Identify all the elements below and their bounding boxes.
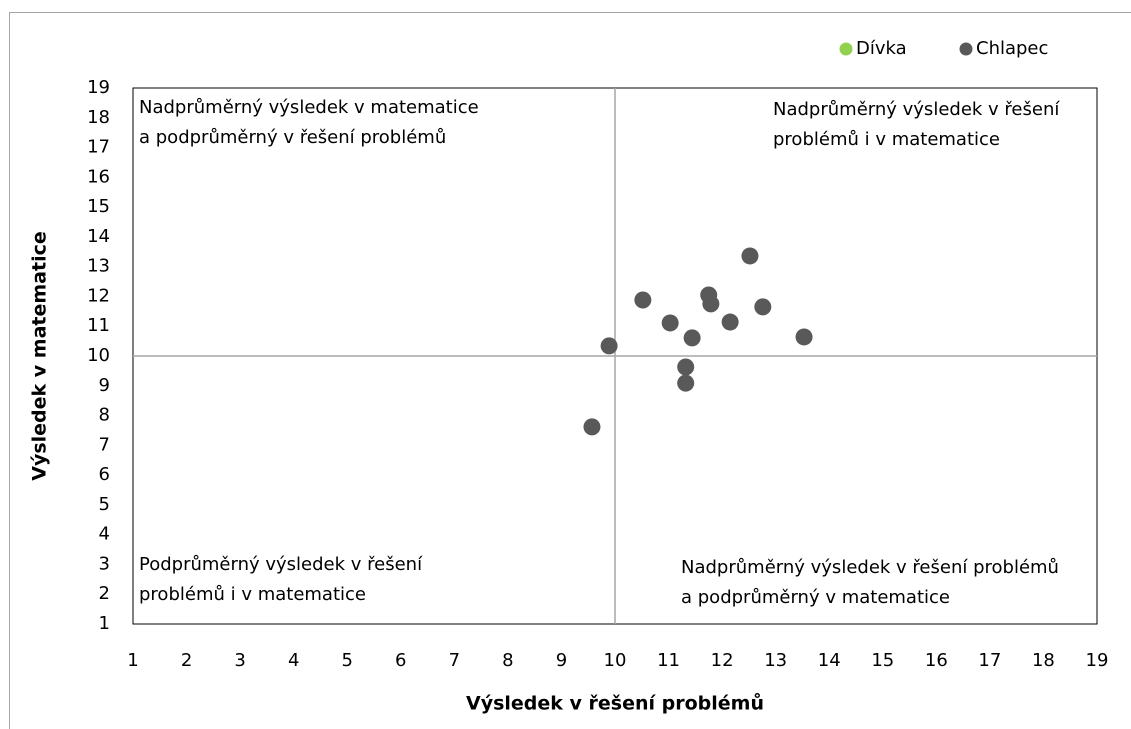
y-tick-label: 8	[99, 405, 110, 426]
y-tick-label: 7	[99, 434, 110, 455]
x-tick-label: 11	[657, 650, 680, 671]
x-tick-label: 10	[604, 650, 627, 671]
x-tick-label: 19	[1086, 650, 1109, 671]
x-tick-label: 8	[502, 650, 513, 671]
x-tick-label: 3	[234, 650, 245, 671]
y-tick-label: 16	[87, 166, 110, 187]
y-tick-label: 6	[99, 464, 110, 485]
x-tick-label: 17	[978, 650, 1001, 671]
y-tick-label: 14	[87, 226, 110, 247]
y-tick-label: 9	[99, 375, 110, 396]
y-tick-label: 5	[99, 494, 110, 515]
y-axis-title: Výsledek v matematice	[29, 231, 51, 481]
x-tick-label: 6	[395, 650, 406, 671]
quadrant-annotation: a podprůměrný v řešení problémů	[139, 127, 446, 148]
legend-label: Chlapec	[976, 38, 1048, 59]
quadrant-annotation: Nadprůměrný výsledek v řešení	[773, 99, 1060, 120]
legend-marker	[959, 42, 973, 56]
data-point	[702, 295, 720, 313]
quadrant-annotation: problémů i v matematice	[773, 129, 1000, 150]
x-tick-label: 9	[556, 650, 567, 671]
x-tick-label: 5	[341, 650, 352, 671]
quadrant-annotation: Podprůměrný výsledek v řešení	[139, 554, 423, 575]
x-tick-label: 16	[925, 650, 948, 671]
y-tick-label: 12	[87, 285, 110, 306]
data-point	[600, 337, 618, 355]
data-point	[754, 298, 772, 316]
y-tick-label: 2	[99, 583, 110, 604]
data-point	[683, 329, 701, 347]
data-point	[661, 314, 679, 332]
y-tick-label: 13	[87, 256, 110, 277]
data-point	[677, 374, 695, 392]
data-point	[583, 418, 601, 436]
x-tick-label: 2	[181, 650, 192, 671]
x-tick-label: 7	[449, 650, 460, 671]
data-point	[634, 291, 652, 309]
x-tick-label: 18	[1032, 650, 1055, 671]
legend-label: Dívka	[856, 38, 907, 59]
legend-marker	[839, 42, 853, 56]
quadrant-annotation: Nadprůměrný výsledek v matematice	[139, 97, 479, 118]
quadrant-annotation: problémů i v matematice	[139, 584, 366, 605]
x-tick-label: 1	[127, 650, 138, 671]
y-tick-label: 17	[87, 137, 110, 158]
x-tick-label: 13	[764, 650, 787, 671]
data-point	[741, 247, 759, 265]
data-point	[721, 313, 739, 331]
y-tick-label: 11	[87, 315, 110, 336]
y-tick-label: 3	[99, 553, 110, 574]
y-tick-label: 4	[99, 524, 110, 545]
x-axis-title: Výsledek v řešení problémů	[466, 692, 764, 715]
x-tick-label: 4	[288, 650, 299, 671]
y-tick-label: 10	[87, 345, 110, 366]
quadrant-annotation: a podprůměrný v matematice	[681, 587, 950, 608]
x-tick-label: 15	[871, 650, 894, 671]
x-tick-label: 14	[818, 650, 841, 671]
y-tick-label: 15	[87, 196, 110, 217]
y-tick-label: 18	[87, 107, 110, 128]
y-tick-label: 1	[99, 613, 110, 634]
quadrant-annotation: Nadprůměrný výsledek v řešení problémů	[681, 557, 1059, 578]
data-point	[795, 328, 813, 346]
y-tick-label: 19	[87, 77, 110, 98]
x-tick-label: 12	[711, 650, 734, 671]
data-point	[677, 358, 695, 376]
